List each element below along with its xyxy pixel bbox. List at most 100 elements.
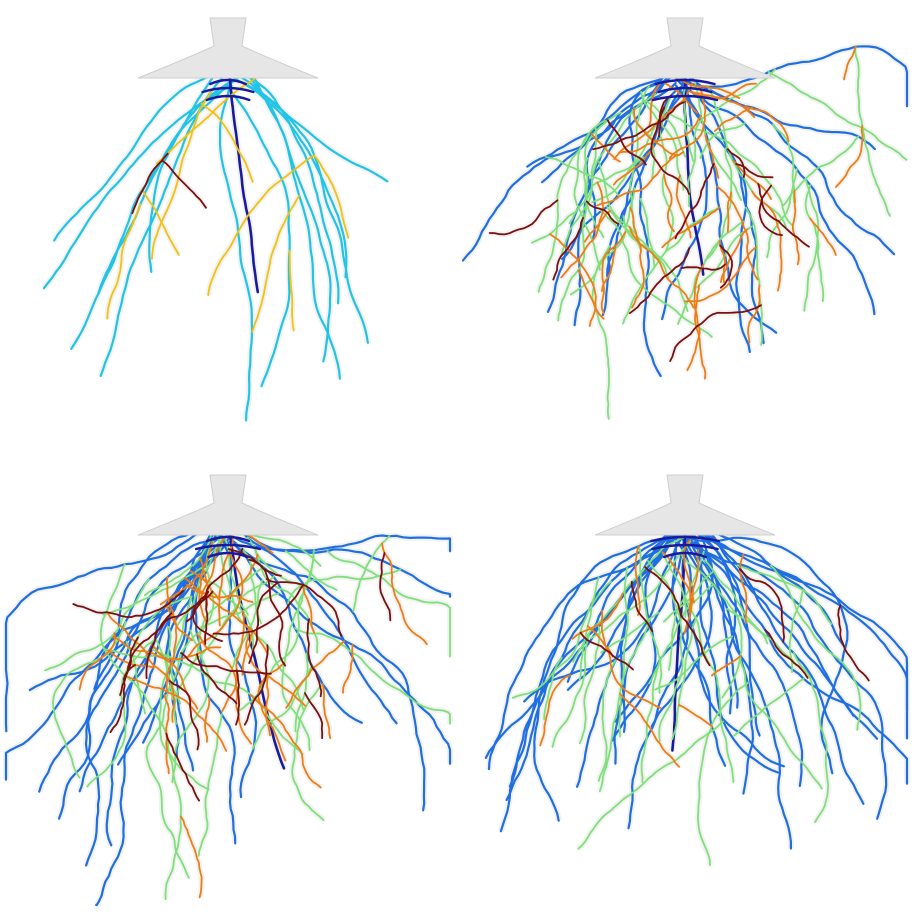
root-order-2 xyxy=(523,526,695,703)
root-order-2 xyxy=(42,84,233,290)
root-order-5 xyxy=(650,106,690,195)
stem-base xyxy=(137,17,319,79)
root-order-5 xyxy=(628,247,691,315)
root-system-render-c xyxy=(2,474,454,909)
root-order-5 xyxy=(607,119,647,166)
root-order-5 xyxy=(726,148,746,179)
crown-branch xyxy=(205,535,251,543)
root-order-5 xyxy=(379,552,392,622)
crown-branch xyxy=(651,94,719,102)
root-line-layer xyxy=(461,45,909,420)
root-order-4 xyxy=(125,675,228,752)
root-order-5 xyxy=(265,578,342,637)
root-order-4 xyxy=(694,284,707,380)
root-order-5 xyxy=(579,631,634,671)
root-order-3 xyxy=(745,206,763,346)
root-order-5 xyxy=(212,583,305,636)
root-order-5 xyxy=(758,184,783,236)
root-order-3 xyxy=(592,94,673,186)
root-order-4 xyxy=(596,151,685,207)
stem-base xyxy=(137,474,319,536)
root-order-5 xyxy=(680,263,726,271)
root-order-3 xyxy=(733,677,805,737)
root-order-3 xyxy=(696,682,749,867)
root-order-4 xyxy=(241,630,254,676)
root-order-3 xyxy=(647,560,684,743)
root-order-4 xyxy=(843,45,857,81)
root-order-2 xyxy=(678,70,765,345)
root-order-4 xyxy=(675,174,692,239)
root-order-2 xyxy=(93,523,220,690)
root-order-2 xyxy=(4,520,220,733)
root-order-5 xyxy=(306,618,323,698)
root-order-2 xyxy=(613,526,689,765)
root-order-2 xyxy=(228,515,452,553)
root-order-5 xyxy=(235,669,240,726)
root-order-3 xyxy=(618,567,629,738)
root-order-5 xyxy=(592,101,685,151)
root-order-3 xyxy=(598,619,651,793)
root-order-3 xyxy=(511,580,612,699)
root-order-4 xyxy=(744,105,790,143)
root-order-2 xyxy=(84,523,234,867)
root-order-4 xyxy=(713,106,753,132)
root-order-4 xyxy=(629,206,645,309)
root-shadow-layer xyxy=(41,47,390,421)
root-order-5 xyxy=(585,200,620,225)
root-order-3 xyxy=(288,249,295,332)
root-order-3 xyxy=(543,656,563,721)
root-order-3 xyxy=(188,575,275,667)
root-order-4 xyxy=(161,159,207,209)
root-order-3 xyxy=(145,682,190,879)
root-order-2 xyxy=(499,533,682,833)
root-order-2 xyxy=(681,536,909,785)
crown-branch xyxy=(650,535,720,543)
root-order-4 xyxy=(674,73,741,99)
root-order-4 xyxy=(539,674,572,747)
root-order-3 xyxy=(560,126,598,256)
crown-branch xyxy=(209,78,247,86)
root-order-2 xyxy=(217,55,340,305)
root-order-4 xyxy=(265,675,271,737)
root-order-3 xyxy=(102,566,203,616)
root-order-3 xyxy=(293,627,451,725)
root-order-4 xyxy=(179,815,203,899)
root-order-4 xyxy=(612,146,654,186)
root-order-4 xyxy=(661,206,721,249)
root-order-3 xyxy=(683,595,735,783)
root-order-3 xyxy=(223,579,263,695)
root-line-layer xyxy=(42,46,389,422)
root-order-3 xyxy=(671,616,698,741)
root-order-4 xyxy=(619,692,681,768)
root-order-2 xyxy=(218,81,254,422)
root-order-4 xyxy=(584,210,611,243)
root-order-3 xyxy=(326,550,451,658)
root-order-3 xyxy=(769,564,862,731)
root-order-4 xyxy=(586,625,614,658)
root-order-4 xyxy=(78,632,116,691)
root-order-3 xyxy=(597,659,617,782)
root-order-5 xyxy=(719,244,733,289)
root-order-5 xyxy=(168,680,200,751)
root-order-3 xyxy=(155,78,256,165)
root-order-4 xyxy=(285,640,346,709)
root-order-3 xyxy=(577,720,725,850)
root-order-3 xyxy=(551,634,590,748)
root-order-3 xyxy=(141,188,180,256)
root-order-3 xyxy=(201,577,254,652)
root-order-3 xyxy=(578,576,600,682)
stem-base xyxy=(594,17,776,79)
root-system-panel-a xyxy=(0,0,457,457)
root-system-render-d xyxy=(483,474,911,867)
root-order-4 xyxy=(618,114,702,154)
root-order-3 xyxy=(102,647,173,659)
root-order-4 xyxy=(204,696,211,743)
root-order-4 xyxy=(720,228,749,284)
root-order-3 xyxy=(143,693,182,901)
crown-branch xyxy=(205,94,251,102)
root-order-4 xyxy=(686,264,705,372)
root-order-5 xyxy=(243,644,269,726)
root-order-3 xyxy=(622,215,689,312)
root-order-5 xyxy=(165,732,200,802)
root-order-3 xyxy=(803,178,820,312)
